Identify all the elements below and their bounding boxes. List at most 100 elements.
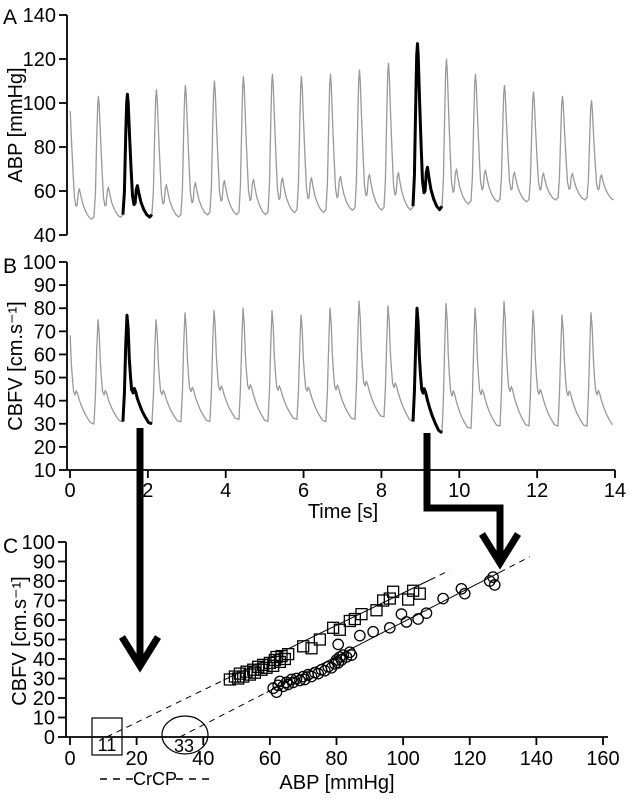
circle-point bbox=[412, 613, 424, 625]
panel-b-letter: B bbox=[3, 255, 17, 278]
arrow-head-beat2-to-scatter bbox=[479, 532, 521, 570]
arrow-beat2-to-scatter bbox=[423, 433, 504, 563]
crcp-circle-marker bbox=[161, 715, 209, 755]
circle-point bbox=[305, 670, 318, 683]
time-axis-title: Time [s] bbox=[308, 501, 378, 523]
panel-c-x-tick-label: 0 bbox=[64, 748, 75, 770]
panel-c-x-tick-label: 20 bbox=[126, 748, 148, 770]
crcp-square-marker bbox=[91, 717, 123, 756]
square-point bbox=[370, 604, 383, 617]
crcp-circle-value-label: 33 bbox=[174, 736, 194, 756]
panel-b-y-tick-label: 10 bbox=[34, 460, 56, 482]
circle-point bbox=[318, 664, 331, 677]
circles-series bbox=[267, 571, 501, 699]
square-fit-dashed-low bbox=[106, 679, 224, 738]
abp-highlighted-beat-1 bbox=[121, 92, 154, 219]
squares-series bbox=[223, 584, 426, 686]
crcp-square-value-label: 11 bbox=[98, 735, 117, 755]
panel-c-x-tick-label: 120 bbox=[453, 748, 486, 770]
circle-point bbox=[395, 608, 408, 621]
panel-b-y-axis-title: CBFV [cm.s⁻¹] bbox=[5, 301, 27, 430]
panel-a-y-tick-label: 80 bbox=[34, 137, 56, 159]
square-point bbox=[297, 640, 310, 653]
square-point bbox=[355, 608, 368, 621]
circle-fit-dashed-high bbox=[499, 556, 530, 573]
panel-b-x-tick-label: 0 bbox=[64, 480, 75, 502]
panel-b-x-tick-label: 4 bbox=[220, 480, 231, 502]
cbfv-highlighted-beat-2 bbox=[411, 306, 443, 435]
circle-point bbox=[487, 571, 499, 583]
panel-a-y-tick-label: 140 bbox=[23, 5, 56, 27]
circle-point bbox=[287, 676, 300, 689]
circle-point bbox=[488, 579, 501, 591]
panel-c-y-tick-label: 30 bbox=[33, 669, 55, 691]
circle-point bbox=[345, 649, 358, 661]
circle-point bbox=[270, 686, 283, 699]
panel-b-y-tick-label: 70 bbox=[34, 321, 56, 343]
abp-axis-title: ABP [mmHg] bbox=[279, 772, 394, 794]
circle-point bbox=[367, 625, 379, 638]
panel-a-letter: A bbox=[3, 6, 17, 29]
square-point bbox=[327, 621, 340, 634]
abp-highlighted-beat-2 bbox=[411, 42, 444, 212]
arrow-head-beat1-to-scatter bbox=[119, 635, 161, 673]
panel-c-y-axis-title: CBFV [cm.s⁻¹] bbox=[9, 576, 31, 705]
square-point bbox=[305, 642, 318, 655]
panel-b-x-tick-label: 6 bbox=[298, 480, 309, 502]
panel-c-y-tick-label: 90 bbox=[33, 552, 55, 574]
crcp-legend-label: CrCP bbox=[133, 769, 177, 789]
panel-b-x-tick-label: 14 bbox=[604, 480, 626, 502]
panel-a-y-tick-label: 120 bbox=[23, 49, 56, 71]
panel-c-x-tick-label: 60 bbox=[259, 748, 281, 770]
square-point bbox=[383, 592, 396, 605]
circle-point bbox=[332, 638, 345, 651]
circle-point bbox=[458, 587, 471, 600]
square-point bbox=[386, 585, 400, 598]
panel-c-x-tick-label: 80 bbox=[325, 748, 347, 770]
panel-c-y-tick-label: 60 bbox=[33, 610, 55, 632]
panel-c-y-tick-label: 80 bbox=[33, 571, 55, 593]
square-point bbox=[376, 594, 390, 607]
panel-c-x-tick-label: 160 bbox=[586, 748, 619, 770]
panel-a-y-tick-label: 100 bbox=[23, 93, 56, 115]
panel-b-y-tick-label: 40 bbox=[34, 391, 56, 413]
circle-fit-line bbox=[266, 571, 500, 693]
panel-a-y-axis-title: ABP [mmHg] bbox=[5, 67, 27, 182]
circle-point bbox=[437, 592, 449, 605]
panel-c-y-tick-label: 0 bbox=[44, 727, 55, 749]
cbfv-highlighted-beat-1 bbox=[121, 313, 153, 426]
square-point bbox=[233, 667, 247, 680]
panel-b-x-tick-label: 10 bbox=[448, 480, 470, 502]
panel-b-y-tick-label: 60 bbox=[34, 344, 56, 366]
panel-b-x-tick-label: 12 bbox=[526, 480, 548, 502]
panel-c-y-tick-label: 10 bbox=[33, 708, 55, 730]
square-point bbox=[240, 665, 253, 678]
square-point bbox=[333, 623, 346, 636]
square-point bbox=[275, 649, 288, 663]
panel-c-y-tick-label: 100 bbox=[22, 532, 55, 554]
panel-c-x-tick-label: 40 bbox=[192, 748, 214, 770]
panel-b-y-tick-label: 100 bbox=[23, 252, 56, 274]
crcp-legend: CrCP bbox=[100, 769, 211, 789]
circle-point bbox=[420, 607, 433, 620]
panel-c-y-tick-label: 70 bbox=[33, 591, 55, 613]
square-point bbox=[413, 587, 426, 600]
circle-fit-dashed-low bbox=[179, 691, 267, 738]
panel-b-y-tick-label: 80 bbox=[34, 298, 56, 320]
square-fit-dashed-high bbox=[429, 569, 450, 581]
panel-b-y-tick-label: 90 bbox=[34, 275, 56, 297]
panel-c-x-tick-label: 100 bbox=[386, 748, 419, 770]
circle-point bbox=[277, 680, 290, 693]
annotation-arrows bbox=[119, 428, 521, 673]
panel-a: 40 60 80 100 120 140 bbox=[23, 5, 615, 247]
panel-b-x-tick-label: 8 bbox=[376, 480, 387, 502]
square-point bbox=[406, 584, 420, 597]
panel-b-y-tick-label: 50 bbox=[34, 368, 56, 390]
panel-b-x-tick-label: 2 bbox=[142, 480, 153, 502]
panel-a-y-tick-label: 60 bbox=[34, 181, 56, 203]
square-point bbox=[257, 658, 270, 671]
